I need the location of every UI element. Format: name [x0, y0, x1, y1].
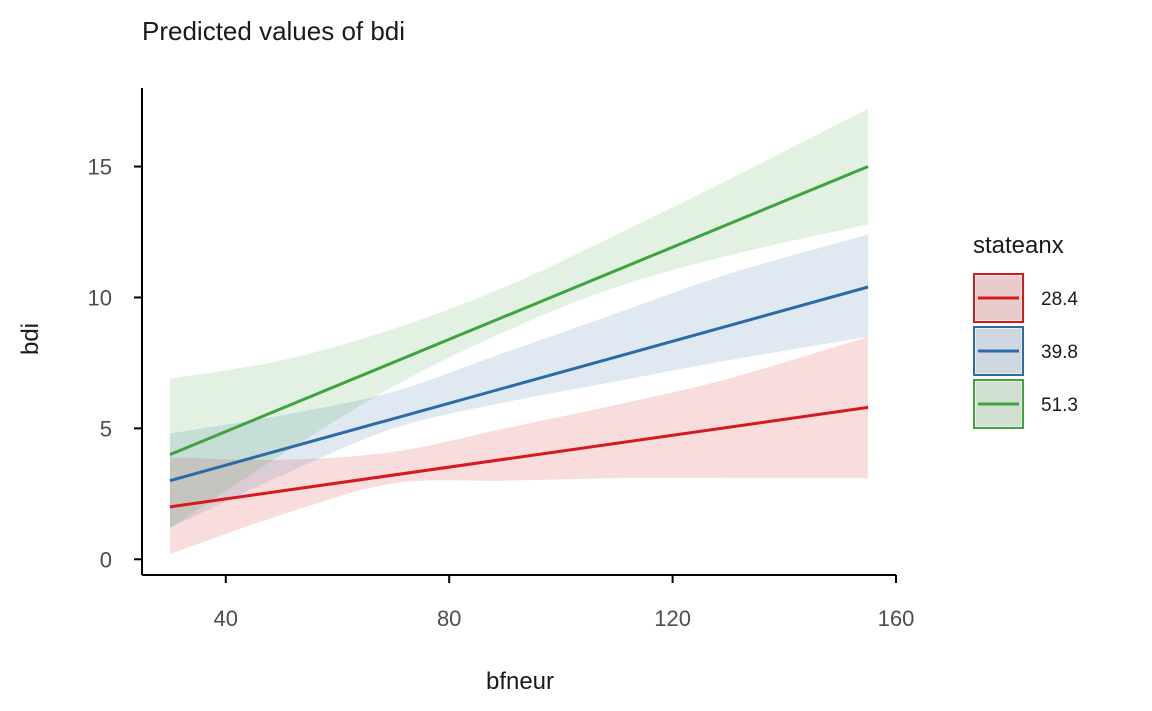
axes: 40 80 120 160 0 5 10 15 [88, 88, 915, 631]
legend: stateanx 28.4 39.8 51.3 [973, 232, 1078, 429]
x-tick-label-80: 80 [437, 606, 461, 631]
x-tick-label-40: 40 [214, 606, 238, 631]
y-axis-label: bdi [17, 323, 44, 355]
x-axis-label: bfneur [486, 668, 554, 695]
y-tick-label-0: 0 [100, 547, 112, 572]
legend-label-28.4: 28.4 [1041, 289, 1078, 310]
ci-band-28.4 [169, 336, 869, 555]
x-tick-label-160: 160 [878, 606, 915, 631]
x-tick-label-120: 120 [654, 606, 691, 631]
y-tick-label-10: 10 [88, 285, 112, 310]
ci-band-51.3 [169, 108, 869, 528]
series-line-39.8 [169, 285, 869, 483]
ci-band-39.8 [169, 234, 869, 528]
y-tick-label-15: 15 [88, 155, 112, 180]
legend-label-51.3: 51.3 [1041, 395, 1078, 416]
y-tick-label-5: 5 [100, 416, 112, 441]
legend-title: stateanx [973, 232, 1064, 259]
chart-title: Predicted values of bdi [142, 16, 405, 46]
series-line-51.3 [169, 165, 869, 456]
plot-area [169, 108, 869, 555]
series-line-28.4 [169, 405, 869, 509]
legend-label-39.8: 39.8 [1041, 342, 1078, 363]
